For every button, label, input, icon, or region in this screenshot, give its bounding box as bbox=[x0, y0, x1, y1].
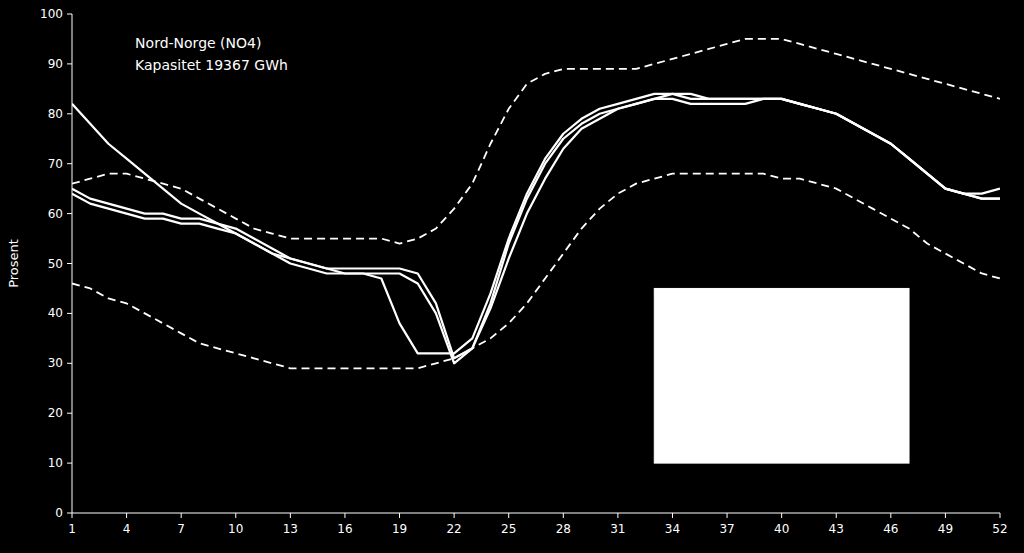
x-tick-label: 16 bbox=[337, 522, 352, 536]
x-tick bbox=[672, 513, 673, 518]
x-tick bbox=[727, 513, 728, 518]
x-tick bbox=[1000, 513, 1001, 518]
plot-area bbox=[72, 39, 1000, 463]
subtitle: Kapasitet 19367 GWh bbox=[135, 57, 288, 73]
y-tick-label: 40 bbox=[48, 306, 63, 320]
x-tick-label: 37 bbox=[719, 522, 734, 536]
x-tick bbox=[126, 513, 127, 518]
y-tick bbox=[67, 413, 72, 414]
chart: 1 4 7 10 13 16 19 22 25 28 31 34 37 40 43 46 49 52 0 10 20 30… bbox=[0, 0, 1024, 553]
x-tick-label: 31 bbox=[610, 522, 625, 536]
x-tick bbox=[617, 513, 618, 518]
y-tick bbox=[67, 263, 72, 264]
y-tick-label: 60 bbox=[48, 207, 63, 221]
x-tick-label: 22 bbox=[446, 522, 461, 536]
x-tick-label: 49 bbox=[938, 522, 953, 536]
x-tick-label: 10 bbox=[228, 522, 243, 536]
x-tick-label: 40 bbox=[774, 522, 789, 536]
y-tick bbox=[67, 213, 72, 214]
x-axis bbox=[72, 513, 1000, 514]
y-tick bbox=[67, 63, 72, 64]
x-tick-label: 28 bbox=[556, 522, 571, 536]
y-tick-label: 100 bbox=[40, 7, 63, 21]
y-tick bbox=[67, 163, 72, 164]
y-tick-label: 30 bbox=[48, 356, 63, 370]
y-tick-label: 0 bbox=[55, 506, 63, 520]
x-tick bbox=[399, 513, 400, 518]
x-tick-label: 52 bbox=[992, 522, 1007, 536]
x-tick bbox=[836, 513, 837, 518]
x-tick bbox=[454, 513, 455, 518]
x-tick bbox=[563, 513, 564, 518]
y-tick bbox=[67, 363, 72, 364]
line bbox=[72, 39, 1000, 244]
y-tick bbox=[67, 113, 72, 114]
y-tick bbox=[67, 513, 72, 514]
y-tick-label: 20 bbox=[48, 406, 63, 420]
x-tick bbox=[290, 513, 291, 518]
y-tick bbox=[67, 463, 72, 464]
y-tick-label: 10 bbox=[48, 456, 63, 470]
x-tick-label: 43 bbox=[829, 522, 844, 536]
x-tick-label: 1 bbox=[68, 522, 76, 536]
x-tick-label: 34 bbox=[665, 522, 680, 536]
y-tick-label: 80 bbox=[48, 107, 63, 121]
x-tick-label: 46 bbox=[883, 522, 898, 536]
x-tick bbox=[508, 513, 509, 518]
x-tick bbox=[945, 513, 946, 518]
background bbox=[0, 0, 1024, 553]
x-tick bbox=[781, 513, 782, 518]
x-tick bbox=[235, 513, 236, 518]
x-tick-label: 25 bbox=[501, 522, 516, 536]
x-tick bbox=[181, 513, 182, 518]
y-tick-label: 90 bbox=[48, 57, 63, 71]
x-tick-label: 4 bbox=[123, 522, 131, 536]
title: Nord-Norge (NO4) bbox=[135, 35, 261, 51]
x-tick-label: 13 bbox=[283, 522, 298, 536]
x-tick bbox=[72, 513, 73, 518]
x-tick-label: 7 bbox=[177, 522, 185, 536]
y-tick-label: 70 bbox=[48, 157, 63, 171]
x-tick bbox=[890, 513, 891, 518]
x-tick-label: 19 bbox=[392, 522, 407, 536]
box bbox=[654, 288, 909, 463]
y-tick-label: 50 bbox=[48, 257, 63, 271]
y-tick bbox=[67, 313, 72, 314]
y-tick bbox=[67, 14, 72, 15]
y-axis-label: Prosent bbox=[6, 239, 21, 288]
x-tick bbox=[344, 513, 345, 518]
